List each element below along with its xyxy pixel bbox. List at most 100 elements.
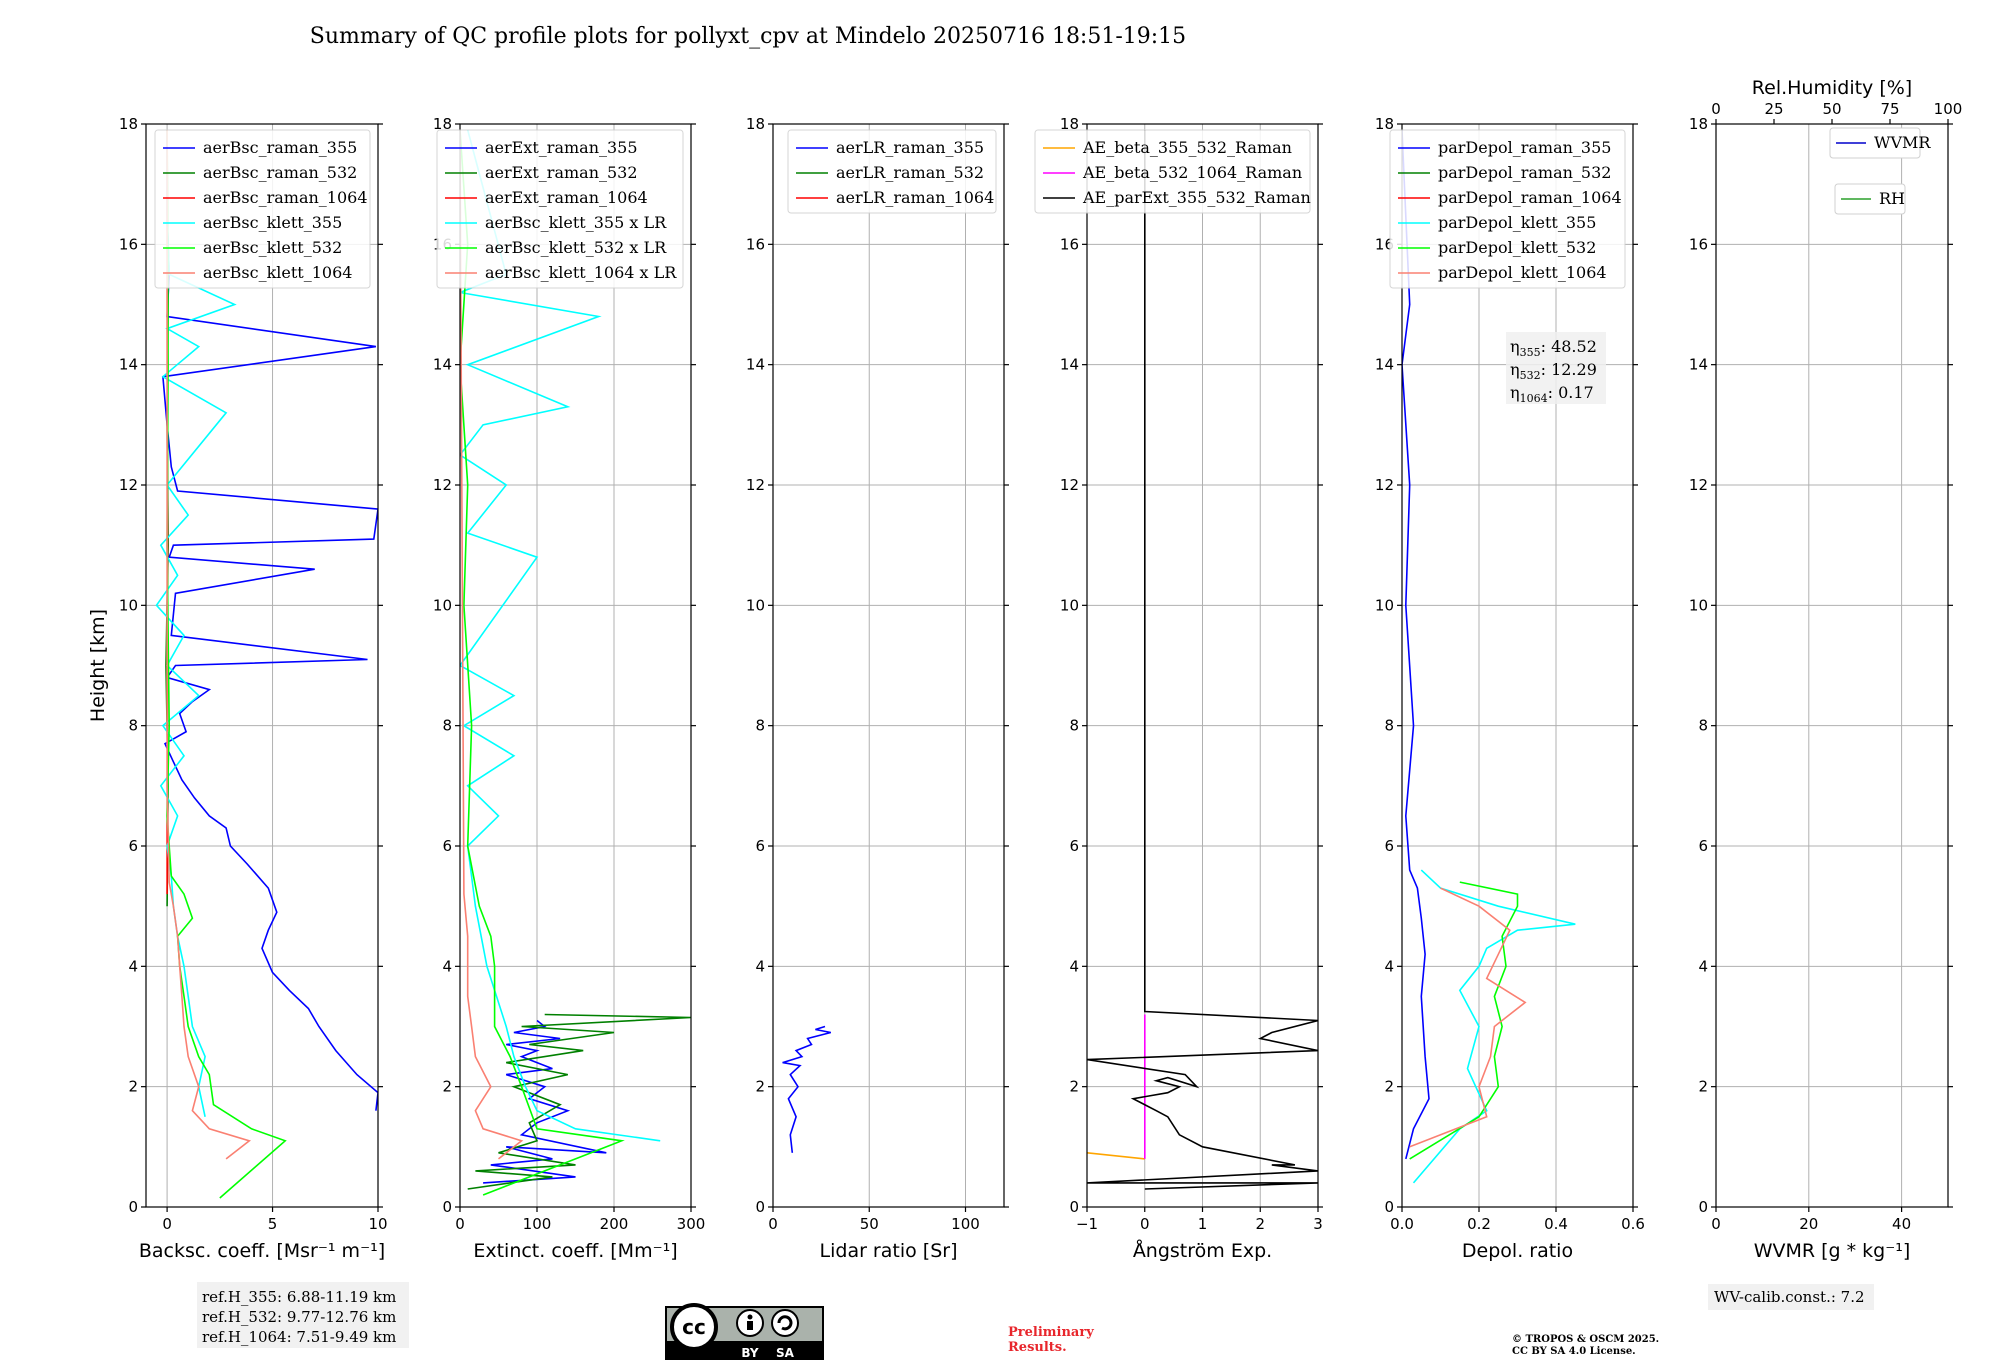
legend-label: aerBsc_klett_1064 <box>203 263 352 282</box>
legend-label: aerBsc_klett_355 x LR <box>485 213 667 232</box>
y-tick-label: 14 <box>433 356 452 374</box>
ref-height-box: ref.H_355: 6.88-11.19 km ref.H_532: 9.77… <box>197 1282 409 1348</box>
legend-label: parDepol_raman_532 <box>1438 163 1611 182</box>
y-tick-label: 8 <box>755 717 765 735</box>
legend-label: parDepol_raman_355 <box>1438 138 1611 157</box>
x-tick-label: 100 <box>951 1215 980 1233</box>
y-tick-label: 2 <box>128 1078 138 1096</box>
series-parDepol_klett_1064 <box>1409 887 1527 1148</box>
x-tick-label: 0.2 <box>1467 1215 1491 1233</box>
y-tick-label: 12 <box>433 476 452 494</box>
top-tick-label: 25 <box>1764 100 1783 118</box>
legend-label: aerBsc_raman_1064 <box>203 188 368 207</box>
y-tick-label: 10 <box>1060 596 1079 614</box>
series-parDepol_klett_532 <box>1409 881 1519 1160</box>
panel-lr: 0 50 100 0 2 4 6 8 10 12 14 16 18 Lidar ratio [Sr] aer… <box>746 115 1009 1262</box>
y-tick-label: 16 <box>746 235 765 253</box>
y-tick-label: 18 <box>1060 115 1079 133</box>
legend-label: AE_beta_355_532_Raman <box>1082 138 1292 157</box>
y-tick-label: 12 <box>1689 476 1708 494</box>
y-tick-label: 4 <box>128 957 138 975</box>
top-tick-label: 100 <box>1934 100 1963 118</box>
y-tick-label: 14 <box>746 356 765 374</box>
legend-label: AE_parExt_355_532_Raman <box>1082 188 1311 207</box>
y-tick-label: 18 <box>433 115 452 133</box>
x-tick-label: 50 <box>860 1215 879 1233</box>
series-aerBsc_klett_1064 <box>166 130 252 1160</box>
by-person-icon <box>747 1314 753 1320</box>
x-tick-label: 0.6 <box>1621 1215 1645 1233</box>
y-tick-label: 2 <box>755 1078 765 1096</box>
x-axis-label: Extinct. coeff. [Mm⁻¹] <box>473 1240 677 1262</box>
series-group-dep <box>1402 129 1576 1184</box>
x-tick-label: 5 <box>268 1215 278 1233</box>
legend-label: aerExt_raman_532 <box>485 163 638 182</box>
x-tick-label: 0 <box>162 1215 172 1233</box>
legend-label: aerBsc_klett_532 <box>203 238 342 257</box>
legend-box <box>787 129 997 214</box>
axes-frame <box>1401 123 1634 1208</box>
x-tick-label: 3 <box>1313 1215 1323 1233</box>
x-axis-label: Backsc. coeff. [Msr⁻¹ m⁻¹] <box>139 1240 385 1262</box>
ref-height-1064: ref.H_1064: 7.51-9.49 km <box>202 1328 396 1346</box>
y-tick-label: 6 <box>1698 837 1708 855</box>
y-tick-label: 4 <box>1069 957 1079 975</box>
y-tick-label: 18 <box>1375 115 1394 133</box>
y-tick-label: 6 <box>1384 837 1394 855</box>
panel-ext: 0100200300024681012141618Extinct. coeff.… <box>433 115 705 1262</box>
y-tick-label: 10 <box>433 596 452 614</box>
y-tick-label: 6 <box>442 837 452 855</box>
y-tick-label: 10 <box>746 596 765 614</box>
x-tick-label: 1 <box>1198 1215 1208 1233</box>
y-tick-label: 2 <box>1069 1078 1079 1096</box>
series-parDepol_klett_355 <box>1412 869 1576 1184</box>
legend-label: parDepol_klett_1064 <box>1438 263 1607 282</box>
y-tick-label: 4 <box>755 957 765 975</box>
x-tick-label: −1 <box>1076 1215 1098 1233</box>
y-tick-label: 16 <box>1689 235 1708 253</box>
legend-box <box>1389 129 1626 289</box>
y-tick-label: 2 <box>442 1078 452 1096</box>
series-group-bsc <box>155 129 378 1199</box>
y-tick-label: 6 <box>755 837 765 855</box>
x-tick-label: 0 <box>455 1215 465 1233</box>
y-tick-label: 0 <box>1069 1198 1079 1216</box>
x-tick-label: 2 <box>1255 1215 1265 1233</box>
legend-label: aerBsc_klett_532 x LR <box>485 238 667 257</box>
series-AE_parExt_355_532_Raman <box>1087 130 1318 1190</box>
axes-frame <box>145 123 379 1208</box>
series-aerLR_raman_355 <box>782 1025 832 1153</box>
y-tick-label: 12 <box>746 476 765 494</box>
y-tick-label: 8 <box>1384 717 1394 735</box>
y-tick-label: 10 <box>1689 596 1708 614</box>
y-tick-label: 6 <box>128 837 138 855</box>
y-tick-label: 8 <box>1698 717 1708 735</box>
legend-label: aerBsc_klett_355 <box>203 213 342 232</box>
y-tick-label: 2 <box>1384 1078 1394 1096</box>
series-aerBsc_klett_1064 x LR <box>460 129 524 1160</box>
series-group-ae <box>1087 130 1318 1190</box>
x-axis-label: Ångström Exp. <box>1133 1239 1272 1262</box>
y-tick-label: 18 <box>746 115 765 133</box>
y-tick-label: 14 <box>1060 356 1079 374</box>
legend-label: aerLR_raman_532 <box>836 163 984 182</box>
axes-frame <box>772 123 1005 1208</box>
legend-box <box>436 129 684 289</box>
y-tick-label: 8 <box>128 717 138 735</box>
series-aerBsc_klett_532 x LR <box>460 129 625 1196</box>
panel-wv: 0 20 40 0 2 4 6 8 10 12 14 16 18 WVMR [g * kg⁻¹] 0 25 50… <box>1689 77 1962 1262</box>
eta-eta_532_sub: η532: 12.29 <box>1510 360 1597 382</box>
x-tick-label: 0 <box>1140 1215 1150 1233</box>
y-tick-label: 10 <box>1375 596 1394 614</box>
cc-sa-label: SA <box>776 1346 795 1360</box>
legend-label: aerBsc_raman_355 <box>203 138 357 157</box>
preliminary-line-2: Results. <box>1008 1340 1067 1355</box>
y-tick-label: 12 <box>1060 476 1079 494</box>
x-tick-label: 0 <box>768 1215 778 1233</box>
y-tick-label: 14 <box>119 356 138 374</box>
series-aerBsc_klett_355 x LR <box>460 129 661 1142</box>
y-tick-label: 8 <box>442 717 452 735</box>
y-tick-label: 0 <box>128 1198 138 1216</box>
cc-icon: cc <box>682 1315 706 1339</box>
